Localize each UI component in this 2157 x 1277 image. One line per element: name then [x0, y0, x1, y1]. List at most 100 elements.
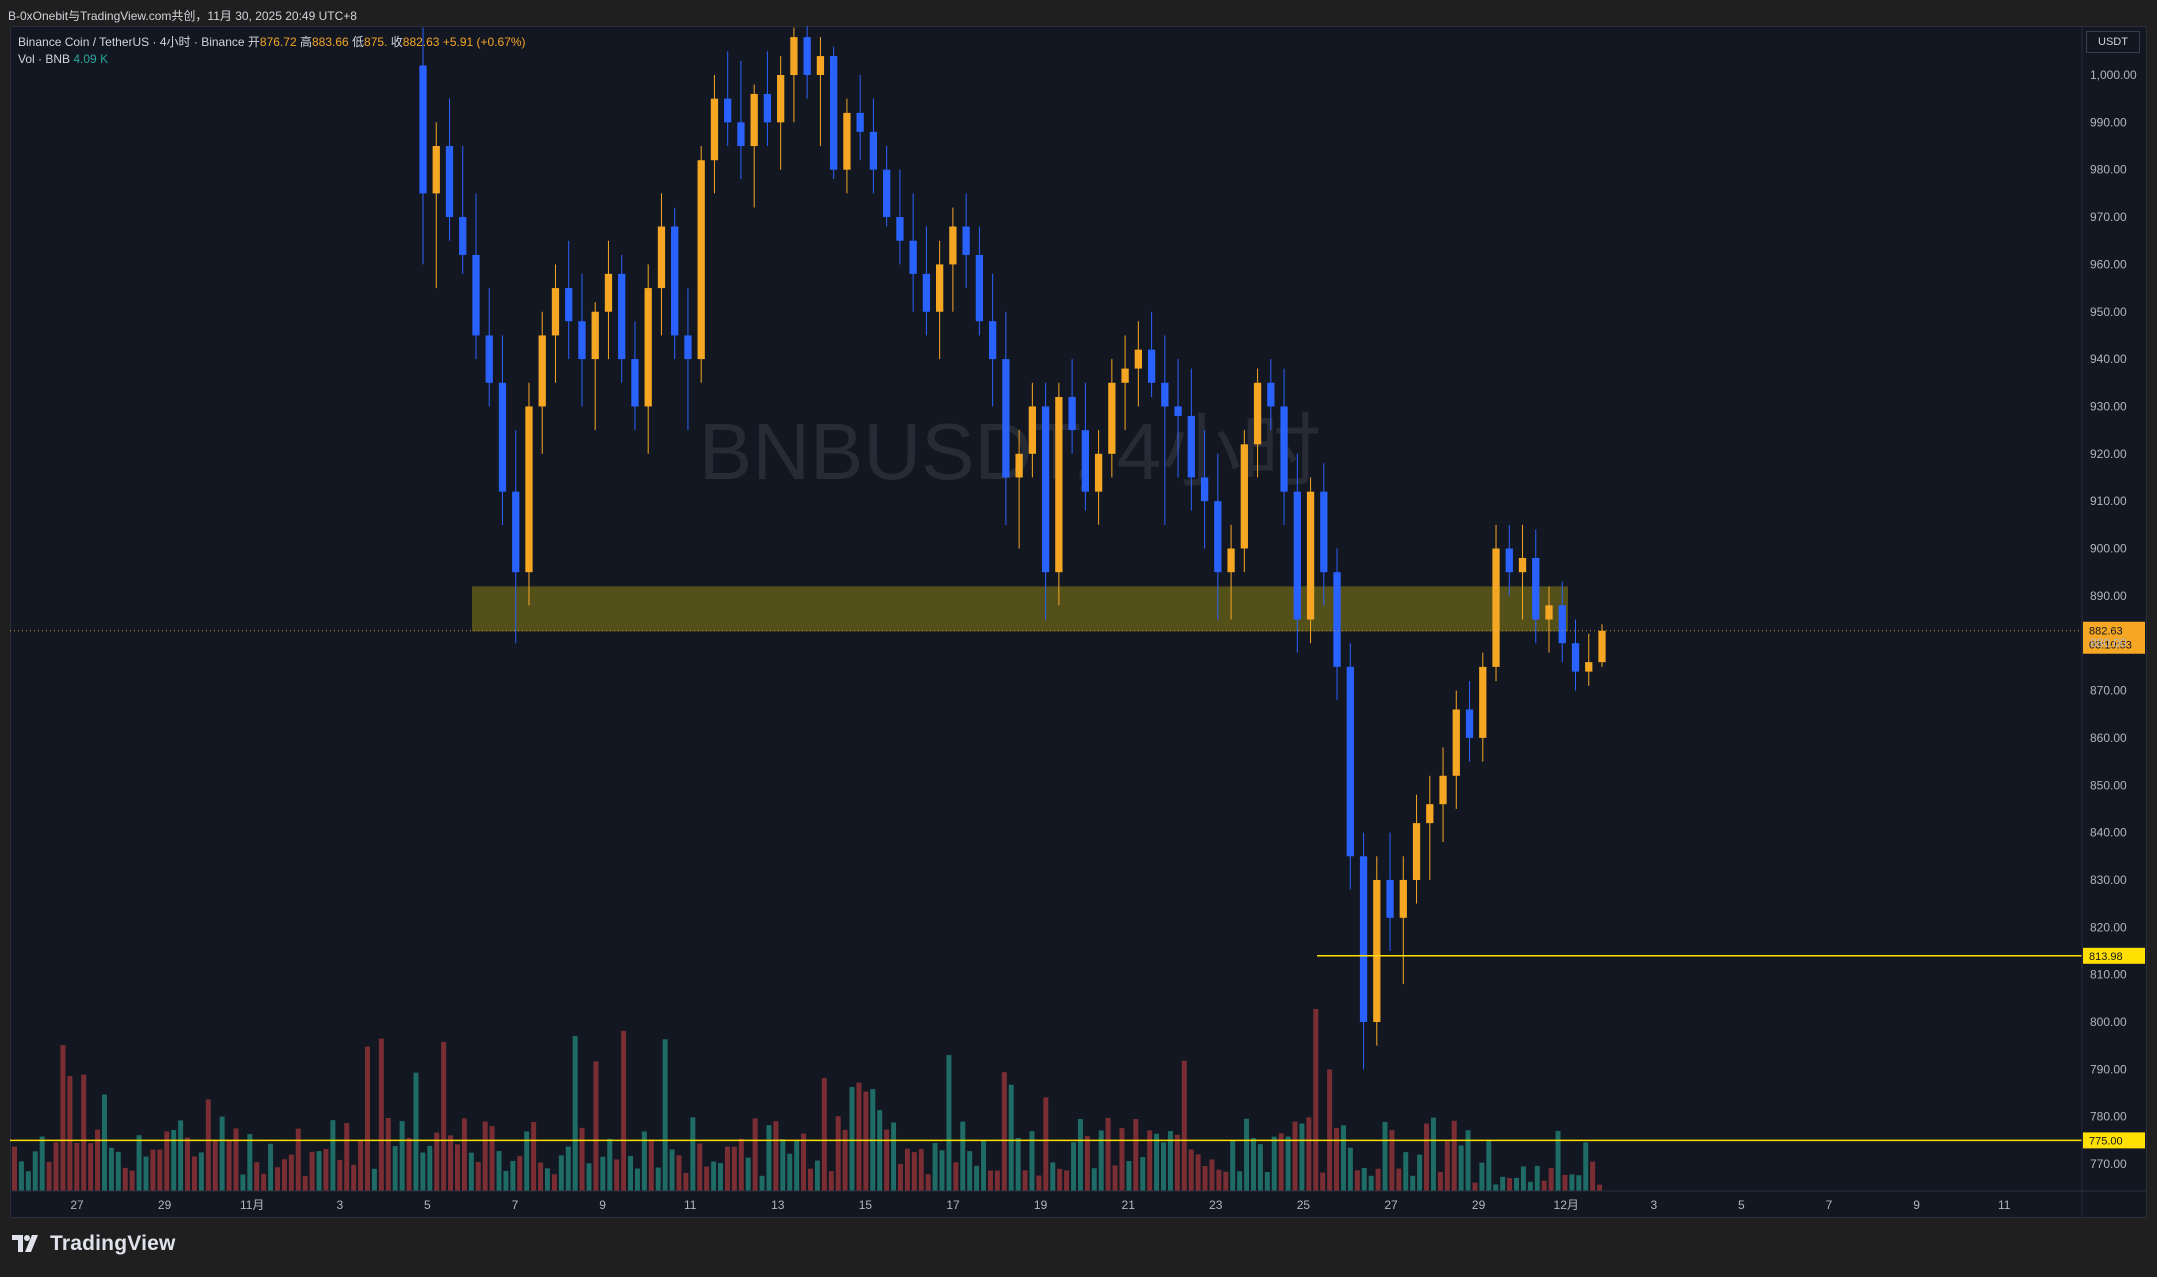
volume-bar — [365, 1046, 370, 1191]
price-tick-label: 770.00 — [2090, 1157, 2127, 1171]
volume-bar — [482, 1121, 488, 1191]
volume-bar — [1403, 1152, 1409, 1191]
price-tick-label: 880.00 — [2090, 636, 2127, 650]
volume-bar — [219, 1116, 225, 1191]
volume-bar — [1036, 1175, 1042, 1191]
low-value: 875. — [364, 35, 388, 49]
horizontal-lines[interactable]: 882.63 03:10:53 813.98 775.00 — [10, 621, 2145, 1149]
volume-bar — [614, 1159, 620, 1191]
time-tick-label: 12月 — [1554, 1198, 1579, 1212]
volume-bar — [295, 1128, 301, 1191]
price-tick-label: 820.00 — [2090, 920, 2127, 934]
volume-bar — [593, 1061, 599, 1191]
time-tick-label: 3 — [1650, 1198, 1657, 1212]
volume-bar — [427, 1145, 433, 1191]
volume-bar — [143, 1156, 149, 1191]
volume-bar — [323, 1148, 329, 1191]
volume-bar — [1133, 1119, 1139, 1191]
candle-body — [1015, 453, 1023, 478]
price-tick-label: 810.00 — [2090, 968, 2127, 982]
volume-bar — [1022, 1170, 1028, 1191]
candle-body — [1081, 430, 1090, 492]
level-value-775: 775.00 — [2089, 1135, 2123, 1147]
volume-bar — [1126, 1161, 1132, 1191]
volume-bar — [676, 1155, 682, 1191]
candle-body — [684, 335, 692, 360]
volume-bar — [316, 1151, 322, 1191]
volume-bar — [302, 1175, 308, 1191]
candle-body — [737, 122, 745, 147]
symbol-title[interactable]: Binance Coin / TetherUS · 4小时 · Binance — [18, 35, 245, 49]
candle-body — [1041, 406, 1050, 573]
candle-body — [1134, 349, 1142, 369]
level-tag-813[interactable] — [2083, 947, 2145, 964]
volume-bar — [1257, 1144, 1263, 1191]
volume-bar — [413, 1072, 419, 1191]
volume-bar — [157, 1149, 163, 1191]
candle-body — [1055, 396, 1063, 573]
volume-bar — [1209, 1159, 1215, 1191]
volume-label[interactable]: Vol · BNB — [18, 52, 71, 66]
volume-bar — [212, 1140, 218, 1191]
candle-body — [988, 321, 997, 360]
volume-bar — [12, 1146, 17, 1191]
volume-bar — [288, 1154, 294, 1191]
volume-bar — [178, 1120, 184, 1191]
candle-body — [1320, 491, 1328, 573]
footer: TradingView — [0, 1218, 2157, 1277]
volume-bar — [1091, 1168, 1097, 1191]
volume-bar — [25, 1171, 31, 1191]
candle-body — [432, 146, 440, 194]
volume-bar — [745, 1157, 751, 1191]
volume-bar — [378, 1038, 384, 1191]
volume-bar — [558, 1155, 564, 1191]
volume-bar — [967, 1151, 973, 1191]
candle-body — [1306, 491, 1315, 620]
price-tick-label: 950.00 — [2090, 305, 2127, 319]
volume-bar — [108, 1147, 114, 1191]
candle-body — [1399, 879, 1407, 918]
candle-body — [1147, 349, 1156, 383]
volume-bar — [351, 1164, 357, 1191]
time-tick-label: 19 — [1034, 1198, 1048, 1212]
volume-bar — [392, 1146, 398, 1191]
volume-bar — [891, 1122, 897, 1191]
volume-bar — [1500, 1176, 1506, 1191]
candle-body — [750, 93, 758, 147]
volume-bar — [925, 1174, 931, 1191]
low-label: 低 — [352, 35, 365, 49]
volume-bar — [1368, 1175, 1374, 1191]
legend-volume-row: Vol · BNB 4.09 K — [18, 51, 526, 68]
volume-bar — [1320, 1172, 1326, 1191]
volume-bar — [468, 1152, 474, 1191]
time-tick-label: 13 — [771, 1198, 785, 1212]
candle-body — [459, 217, 467, 255]
volume-bar — [1334, 1128, 1340, 1191]
candle-body — [830, 56, 838, 170]
currency-unit-button[interactable]: USDT — [2086, 31, 2140, 53]
volume-bar — [1583, 1142, 1589, 1191]
current-price-tag[interactable] — [2083, 621, 2145, 654]
volume-bar — [1430, 1117, 1436, 1191]
level-tag-775[interactable] — [2083, 1132, 2145, 1149]
price-tick-label: 990.00 — [2090, 115, 2127, 129]
volume-bar — [904, 1148, 910, 1191]
volume-bar — [641, 1131, 647, 1191]
volume-bar — [1541, 1180, 1547, 1191]
volume-bar — [1223, 1171, 1229, 1191]
time-tick-label: 3 — [336, 1198, 343, 1212]
candle-body — [1214, 501, 1222, 573]
candle-body — [657, 226, 666, 289]
volume-bar — [1001, 1072, 1007, 1191]
volume-bar — [337, 1159, 343, 1191]
tradingview-logo[interactable]: TradingView — [12, 1232, 176, 1256]
chart-canvas[interactable]: BNBUSDT, 4小时 882.6303:10:53813.98775.00 … — [10, 26, 2147, 1218]
volume-bar — [461, 1118, 467, 1191]
candle-body — [445, 146, 454, 218]
volume-bar — [538, 1162, 544, 1191]
candle-body — [1373, 879, 1381, 1022]
volume-bar — [261, 1173, 267, 1191]
candle-body — [1068, 396, 1076, 431]
volume-bar — [1271, 1136, 1277, 1191]
volume-bar — [1514, 1177, 1520, 1191]
